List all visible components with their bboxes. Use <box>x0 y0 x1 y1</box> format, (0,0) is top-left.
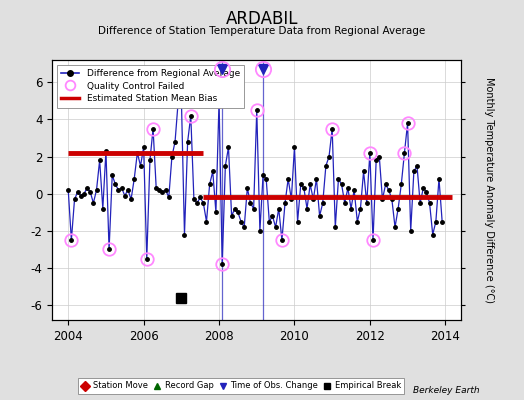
Y-axis label: Monthly Temperature Anomaly Difference (°C): Monthly Temperature Anomaly Difference (… <box>484 77 494 303</box>
Legend: Difference from Regional Average, Quality Control Failed, Estimated Station Mean: Difference from Regional Average, Qualit… <box>57 64 245 108</box>
Legend: Station Move, Record Gap, Time of Obs. Change, Empirical Break: Station Move, Record Gap, Time of Obs. C… <box>78 378 404 394</box>
Text: ARDABIL: ARDABIL <box>226 10 298 28</box>
Text: Berkeley Earth: Berkeley Earth <box>413 386 479 395</box>
Text: Difference of Station Temperature Data from Regional Average: Difference of Station Temperature Data f… <box>99 26 425 36</box>
